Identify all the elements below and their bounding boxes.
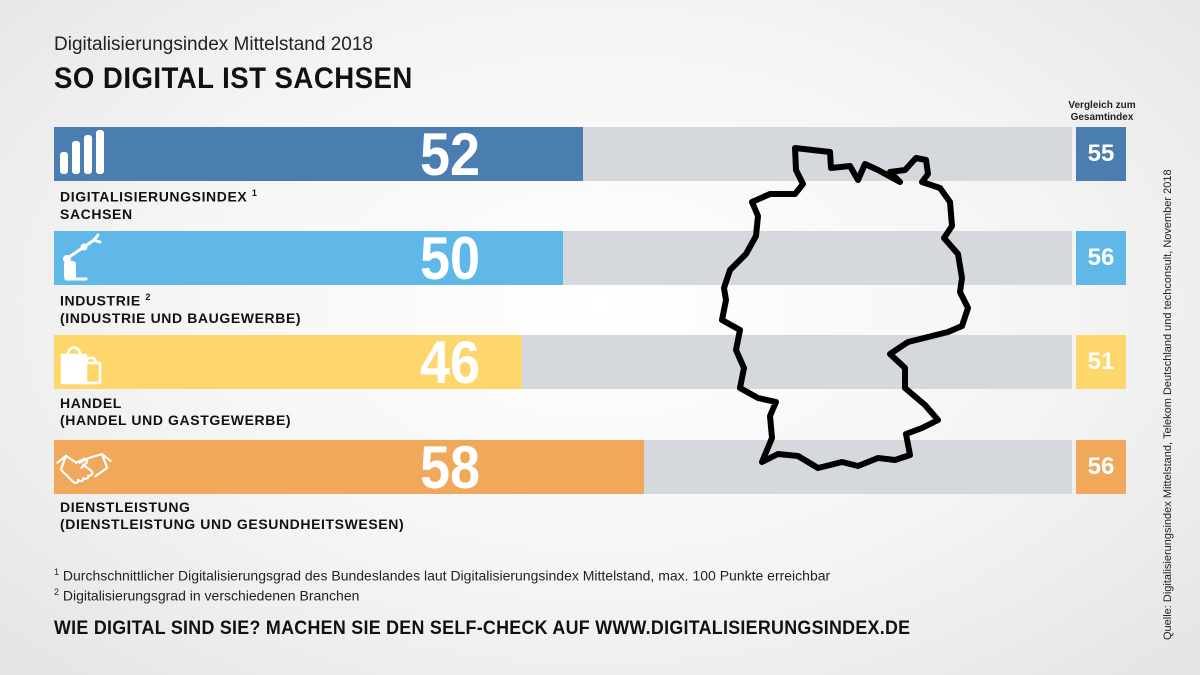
shopping-bags-icon [60, 346, 102, 385]
bar-label-row-3-line2: (DIENSTLEISTUNG UND GESUNDHEITSWESEN) [60, 516, 405, 532]
footnote-2-sup: 2 [54, 587, 60, 597]
bar-chart-icon [60, 130, 104, 174]
bar-track-row-0: 52 [54, 121, 1072, 188]
footnote-1-text: Durchschnittlicher Digitalisierungsgrad … [62, 567, 831, 584]
bar-label-row-1: INDUSTRIE 2 (INDUSTRIE UND BAUGEWERBE) [60, 289, 301, 327]
bar-label-row-2-line2: (HANDEL UND GASTGEWERBE) [60, 412, 292, 428]
bar-label-row-2-line1: HANDEL [60, 395, 122, 411]
source-note: Quelle: Digitalisierungsindex Mittelstan… [1162, 169, 1174, 640]
bar-value-row-2: 46 [419, 329, 481, 396]
bar-label-row-0: DIGITALISIERUNGSINDEX 1 SACHSEN [60, 185, 257, 223]
bar-label-row-2: HANDEL (HANDEL UND GASTGEWERBE) [60, 395, 291, 429]
comparison-header-line2: Gesamtindex [1070, 112, 1134, 123]
bar-label-row-1-line2: (INDUSTRIE UND BAUGEWERBE) [60, 309, 302, 326]
bar-label-row-1-line1: INDUSTRIE [60, 292, 141, 309]
bar-fill-row-1 [54, 231, 563, 285]
bar-value-row-1: 50 [419, 225, 481, 292]
comparison-header: Vergleich zum Gesamtindex [1060, 100, 1144, 124]
comparison-header-line1: Vergleich zum [1068, 100, 1136, 111]
bar-label-row-3-line1: DIENSTLEISTUNG [60, 499, 191, 515]
header-subtitle: Digitalisierungsindex Mittelstand 2018 [54, 34, 373, 55]
bar-label-row-1-sup: 2 [145, 292, 151, 302]
footnote-1-sup: 1 [54, 567, 60, 577]
bar-fill-row-0 [54, 127, 584, 181]
bar-label-row-3: DIENSTLEISTUNG (DIENSTLEISTUNG UND GESUN… [60, 499, 404, 533]
bar-label-row-0-line1: DIGITALISIERUNGSINDEX [60, 188, 248, 205]
bar-track-row-3: 58 [54, 434, 1072, 501]
bar-fill-row-2 [54, 335, 523, 389]
footnote-1: 1 Durchschnittlicher Digitalisierungsgra… [54, 567, 830, 584]
bar-value-row-0: 52 [419, 121, 481, 188]
call-to-action: WIE DIGITAL SIND SIE? MACHEN SIE DEN SEL… [54, 618, 911, 639]
footnote-2: 2 Digitalisierungsgrad in verschiedenen … [54, 587, 359, 604]
robot-arm-icon [63, 233, 102, 281]
footnote-2-text: Digitalisierungsgrad in verschiedenen Br… [62, 587, 360, 604]
bar-track-row-1: 50 [54, 225, 1072, 292]
germany-outline-icon [719, 145, 971, 471]
bar-fill-row-3 [54, 440, 645, 494]
bar-label-row-0-line2: SACHSEN [60, 205, 133, 222]
bar-value-row-3: 58 [419, 434, 481, 501]
handshake-icon [56, 453, 112, 484]
page-title: SO DIGITAL IST SACHSEN [54, 62, 413, 95]
comparison-box-row-2: 51 [1076, 335, 1126, 389]
comparison-box-row-3: 56 [1076, 440, 1126, 494]
comparison-box-row-1: 56 [1076, 231, 1126, 285]
bar-label-row-0-sup: 1 [251, 188, 257, 198]
comparison-box-row-0: 55 [1076, 127, 1126, 181]
